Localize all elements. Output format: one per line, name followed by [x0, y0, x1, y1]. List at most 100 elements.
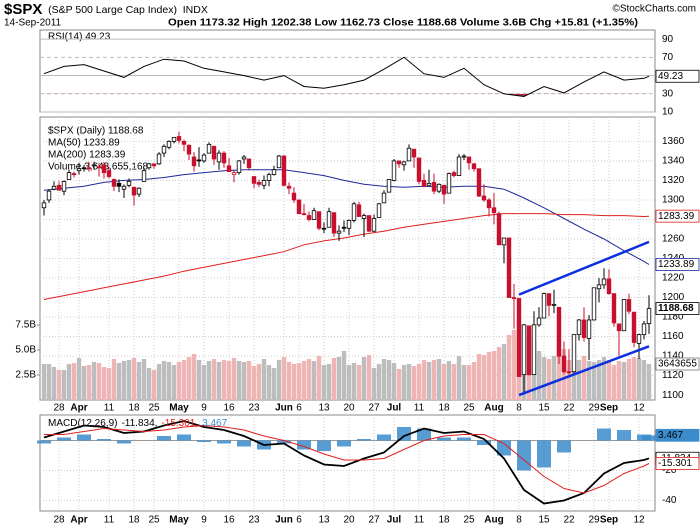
x-tick-label: 22	[563, 515, 575, 526]
volume-bar	[356, 365, 362, 400]
macd-legend-item: MACD(12,26,9)	[48, 418, 117, 429]
value-box	[655, 457, 700, 470]
volume-bar	[566, 360, 572, 400]
volume-bar	[176, 362, 182, 400]
volume-bar	[101, 367, 107, 400]
candle-body	[431, 181, 437, 192]
candle-body	[416, 157, 422, 182]
candle-body	[241, 156, 247, 160]
macd-histogram-bar	[557, 440, 571, 453]
volume-bar	[546, 359, 552, 400]
x-tick-label: 29	[588, 403, 600, 414]
volume-bar	[346, 365, 352, 400]
x-tick-label: 25	[148, 515, 160, 526]
x-tick-label: Jun	[275, 403, 293, 414]
macd-histogram-bar	[97, 439, 111, 441]
macd-legend-item: 3.467	[202, 418, 227, 429]
candle-body	[361, 215, 367, 219]
volume-bar	[196, 360, 202, 400]
macd-histogram-bar	[37, 440, 51, 444]
candle-body	[631, 311, 637, 343]
value-box-label: -15.301	[658, 458, 692, 469]
y-tick-label: 1160	[662, 331, 684, 342]
candle-body	[101, 164, 107, 174]
macd-histogram-bar	[597, 428, 611, 441]
volume-bar	[61, 370, 67, 400]
candle-body	[471, 163, 477, 170]
macd-histogram-bar	[157, 436, 171, 441]
volume-bar	[571, 359, 577, 400]
candle-body	[336, 230, 342, 234]
volume-bar	[76, 358, 82, 400]
candle-body	[46, 190, 52, 201]
volume-bar	[396, 369, 402, 400]
volume-tick-label: 2.5B	[15, 370, 36, 381]
candle-body	[211, 145, 217, 160]
candle-body	[266, 174, 272, 181]
candle-body	[571, 334, 577, 373]
volume-bar	[66, 364, 72, 400]
volume-bar	[281, 357, 287, 400]
x-tick-label: 18	[438, 515, 450, 526]
volume-bar	[71, 363, 77, 400]
volume-bar	[141, 359, 147, 400]
candle-body	[246, 158, 252, 169]
y-tick-label: 1220	[662, 273, 685, 284]
candle-body	[326, 211, 332, 228]
candle-body	[506, 237, 512, 298]
volume-bar	[146, 368, 152, 400]
x-tick-label: 20	[343, 515, 355, 526]
volume-bar	[136, 362, 142, 400]
candle-body	[236, 160, 242, 174]
macd-histogram-bar	[317, 440, 331, 451]
volume-bar	[286, 362, 292, 400]
macd-histogram-bar	[357, 439, 371, 441]
volume-bar	[126, 360, 132, 400]
value-box	[655, 428, 700, 442]
candle-body	[581, 319, 587, 338]
volume-bar	[431, 360, 437, 400]
candle-body	[586, 319, 592, 339]
x-tick-label: Jul	[387, 515, 402, 526]
volume-bar	[86, 365, 92, 400]
volume-bar	[226, 361, 232, 400]
candle-body	[481, 195, 487, 201]
volume-bar	[591, 362, 597, 400]
symbol-name: (S&P 500 Large Cap Index)	[48, 4, 177, 16]
candle-body	[51, 185, 57, 190]
candle-body	[221, 152, 227, 164]
candle-body	[256, 181, 262, 185]
price-legend: $SPX (Daily) 1188.68	[48, 126, 144, 137]
volume-bar	[276, 360, 282, 400]
volume-bar	[446, 361, 452, 400]
volume-bar	[596, 360, 602, 400]
volume-bar	[131, 358, 137, 400]
candle-body	[71, 173, 77, 176]
candle-body	[491, 207, 497, 214]
volume-bar	[456, 356, 462, 400]
rsi-tick-label: 70	[662, 52, 674, 63]
macd-legend-item: -15.301,	[161, 418, 198, 429]
x-tick-label: 9	[201, 515, 207, 526]
candle-body	[426, 182, 432, 186]
candle-body	[206, 143, 212, 154]
volume-tick-label: 7.5B	[15, 320, 36, 331]
volume-bar	[191, 354, 197, 400]
candle-body	[91, 164, 97, 167]
volume-bar	[211, 359, 217, 400]
candle-body	[461, 155, 467, 158]
macd-line	[43, 420, 650, 505]
x-tick-label: 20	[343, 403, 355, 414]
macd-histogram-bar	[197, 440, 211, 442]
symbol: $SPX	[4, 1, 42, 18]
moving-average	[43, 169, 650, 265]
volume-bar	[241, 362, 247, 400]
x-tick-label: 15	[538, 515, 550, 526]
candle-body	[156, 153, 162, 165]
macd-histogram-bar	[337, 440, 351, 447]
volume-bar	[421, 360, 427, 400]
volume-bar	[451, 364, 457, 400]
volume-bar	[46, 364, 52, 400]
